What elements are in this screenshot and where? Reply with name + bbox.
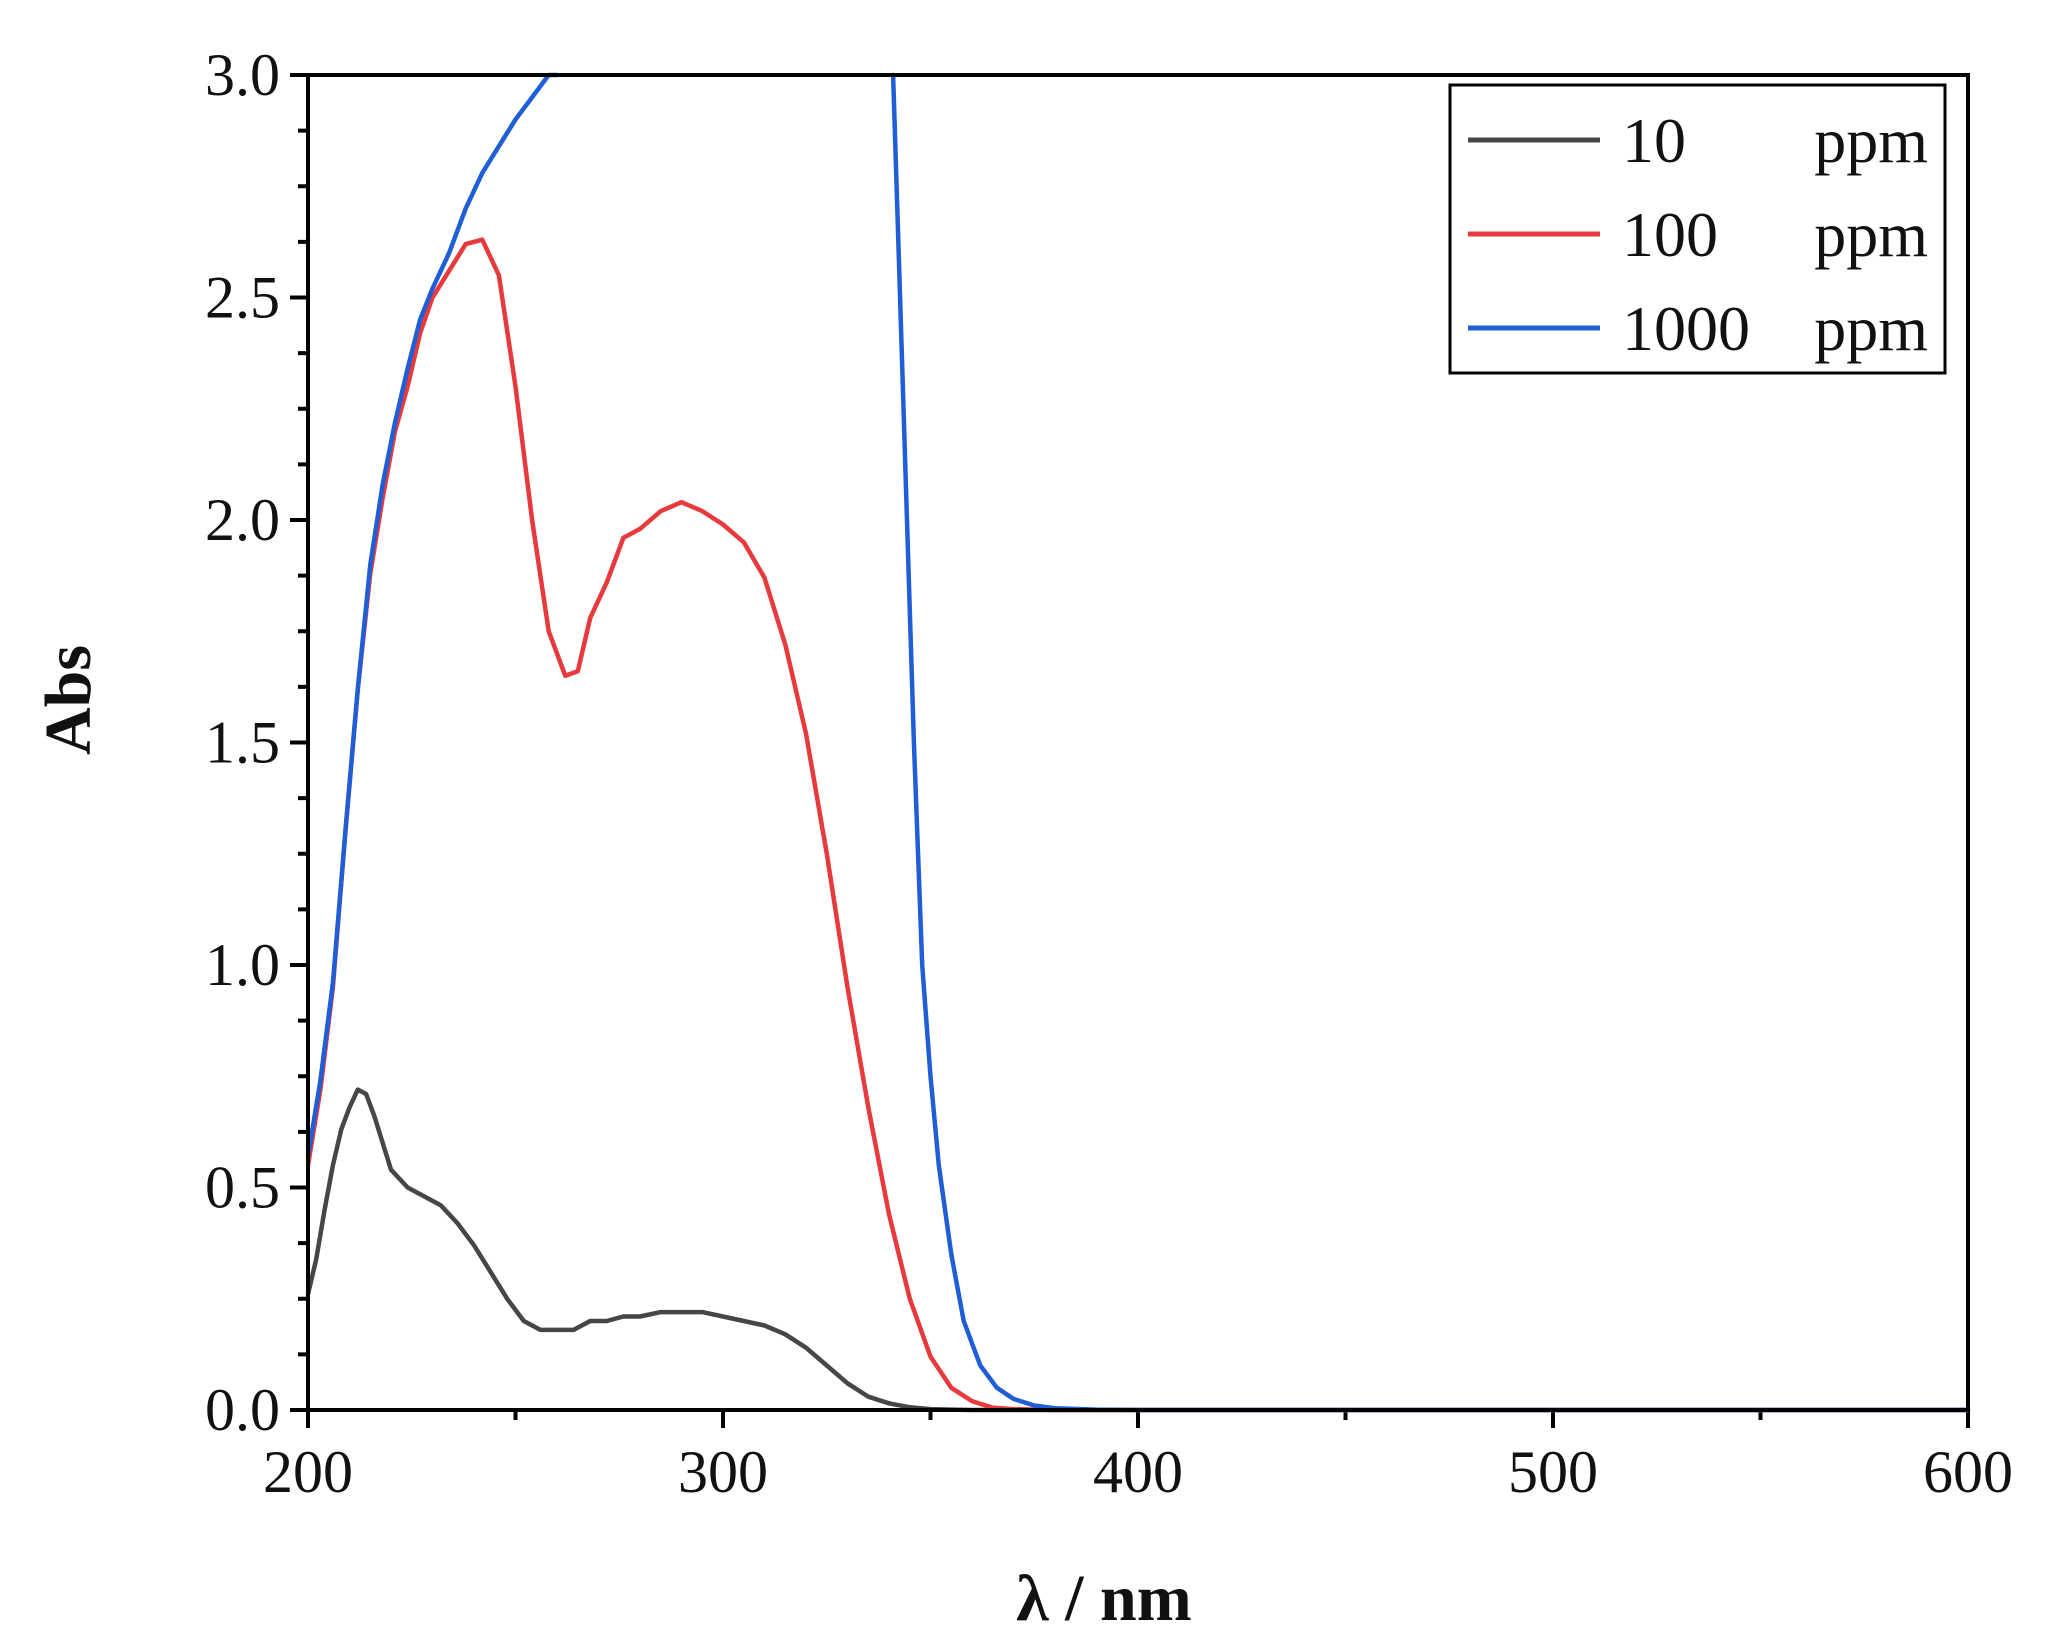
y-tick-label: 1.0 [205, 932, 280, 998]
x-tick-label: 300 [678, 1439, 768, 1505]
legend-label-unit: ppm [1814, 199, 1928, 270]
x-tick-label: 200 [263, 1439, 353, 1505]
x-axis-title: λ / nm [1016, 1562, 1191, 1635]
legend-label-concentration: 100 [1622, 199, 1718, 270]
legend-label-concentration: 10 [1622, 105, 1686, 176]
x-tick-label: 500 [1508, 1439, 1598, 1505]
y-tick-label: 3.0 [205, 42, 280, 108]
legend: 10 ppm 100 ppm 1000 ppm [1448, 83, 1947, 375]
legend-label-unit: ppm [1814, 293, 1928, 364]
legend-label-unit: ppm [1814, 105, 1928, 176]
legend-box [1448, 83, 1947, 375]
x-tick-label: 600 [1923, 1439, 2013, 1505]
plot-frame [306, 73, 1970, 1412]
y-tick-label: 0.5 [205, 1155, 280, 1221]
y-axis-ticks: 0.0 0.5 1.0 1.5 2.0 2.5 3.0 [205, 42, 308, 1443]
series-line-10-ppm [305, 1087, 1971, 1413]
x-tick-label: 400 [1093, 1439, 1183, 1505]
y-axis-title: Abs [32, 645, 105, 755]
x-axis-ticks: 200 300 400 500 600 [263, 1410, 2013, 1505]
y-tick-label: 0.0 [205, 1377, 280, 1443]
y-tick-label: 1.5 [205, 710, 280, 776]
series-line-100-ppm [305, 237, 1971, 1413]
y-tick-label: 2.0 [205, 487, 280, 553]
y-tick-label: 2.5 [205, 265, 280, 331]
legend-label-concentration: 1000 [1622, 293, 1750, 364]
